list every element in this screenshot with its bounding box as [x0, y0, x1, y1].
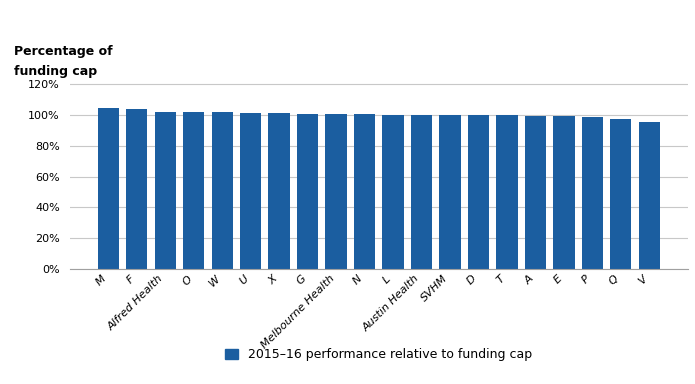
Bar — [525, 116, 546, 269]
Bar — [610, 119, 632, 269]
Bar — [183, 112, 204, 269]
Text: funding cap: funding cap — [14, 65, 97, 78]
Legend: 2015–16 performance relative to funding cap: 2015–16 performance relative to funding … — [220, 343, 537, 366]
Bar — [154, 111, 176, 269]
Bar — [382, 114, 404, 269]
Bar — [468, 115, 489, 269]
Text: Percentage of: Percentage of — [14, 45, 113, 58]
Bar — [553, 116, 575, 269]
Bar — [297, 114, 318, 269]
Bar — [439, 115, 461, 269]
Bar — [126, 109, 147, 269]
Bar — [411, 115, 432, 269]
Bar — [582, 117, 603, 269]
Bar — [325, 114, 347, 269]
Bar — [354, 114, 375, 269]
Bar — [268, 113, 290, 269]
Bar — [211, 113, 233, 269]
Bar — [639, 122, 660, 269]
Bar — [97, 108, 119, 269]
Bar — [240, 113, 261, 269]
Bar — [496, 115, 518, 269]
